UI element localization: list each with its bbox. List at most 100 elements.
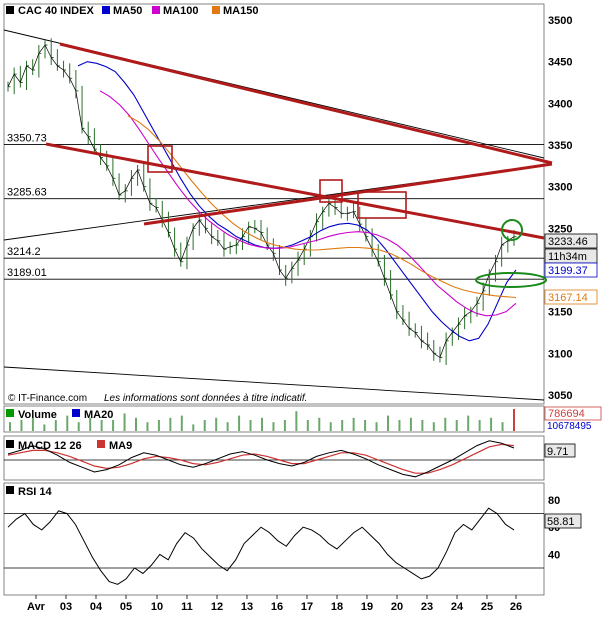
red-trendline-rising <box>143 162 553 226</box>
y-tick-label: 3350 <box>548 140 572 152</box>
volume-bar <box>318 417 321 431</box>
volume-bar <box>398 420 401 431</box>
legend-swatch-ma20 <box>72 409 80 417</box>
rsi-legend: RSI 14 <box>6 486 53 498</box>
volume-bar <box>306 420 309 431</box>
x-tick-label: 13 <box>241 601 253 613</box>
volume-bar <box>100 420 103 431</box>
volume-bar <box>375 422 378 431</box>
red-trendline-middle <box>45 142 545 240</box>
volume-bar <box>261 417 263 431</box>
main-chart-layer: 3500345034003350330032503200315031003050… <box>3 15 598 402</box>
volume-bar <box>123 413 126 431</box>
y-tick-label: 3250 <box>548 223 572 235</box>
legend-swatch-price <box>6 6 14 14</box>
y-tick-label: 3400 <box>548 98 572 110</box>
legend-swatch-macd <box>6 440 14 448</box>
y-tick-label: 3500 <box>548 15 572 27</box>
rsi-y-tick-label: 80 <box>548 495 560 507</box>
legend-swatch-ma150 <box>212 6 220 14</box>
level-label: 3285.63 <box>7 187 47 199</box>
volume-tag-box <box>544 406 602 421</box>
volume-bar <box>467 415 470 431</box>
legend-ma100: MA100 <box>163 5 198 17</box>
highlight-box <box>147 145 173 173</box>
x-tick-label: 25 <box>481 601 493 613</box>
level-label: 3214.2 <box>7 246 41 258</box>
legend-rsi: RSI 14 <box>18 486 53 498</box>
highlight-box <box>357 191 407 219</box>
x-tick-label: 11 <box>181 601 193 613</box>
volume-legend: Volume MA20 <box>6 409 113 421</box>
price-tag <box>544 233 598 249</box>
macd-legend: MACD 12 26 MA9 <box>6 440 132 452</box>
price-tag-label: 11h34m <box>548 251 587 263</box>
price-line <box>7 44 515 359</box>
volume-tag-label: 786694 <box>548 408 585 420</box>
volume-bar <box>501 422 504 431</box>
rsi-panel-frame <box>3 482 545 596</box>
main-legend: CAC 40 INDEX MA50 MA100 MA150 <box>6 5 258 17</box>
highlight-circle <box>501 219 523 241</box>
level-label: 3189.01 <box>7 267 47 279</box>
price-tag <box>544 289 598 305</box>
rsi-tag-box <box>544 513 582 529</box>
volume-bar <box>341 420 344 431</box>
legend-volume: Volume <box>18 409 57 421</box>
volume-bar <box>180 415 183 431</box>
macd-line <box>7 440 515 478</box>
x-tick-label: Avr <box>27 601 46 613</box>
price-tag <box>544 262 598 278</box>
legend-swatch-ma100 <box>152 6 160 14</box>
rsi-chart-layer: 80604058.81Avr03040510111213161718192023… <box>4 495 582 613</box>
y-tick-label: 3300 <box>548 182 572 194</box>
volume-bar <box>9 422 11 431</box>
macd-tag-box <box>544 443 576 458</box>
x-tick-label: 16 <box>271 601 283 613</box>
long-trendline-lower <box>3 366 545 401</box>
footer-disclaimer: Les informations sont données à titre in… <box>104 393 307 404</box>
volume-bar <box>192 424 195 431</box>
volume-bar <box>112 420 115 431</box>
highlight-box <box>319 179 343 203</box>
x-tick-label: 24 <box>451 601 464 613</box>
volume-bar <box>77 422 80 431</box>
volume-bar <box>421 420 424 431</box>
rsi-line <box>7 507 515 585</box>
volume-bar <box>513 409 515 431</box>
x-tick-label: 26 <box>510 601 522 613</box>
volume-bar <box>157 420 160 431</box>
legend-ma9: MA9 <box>109 440 132 452</box>
macd-chart-layer: 9.71 <box>4 440 576 478</box>
price-tag-label: 3167.14 <box>548 292 588 304</box>
y-tick-label: 3100 <box>548 348 572 360</box>
volume-bar <box>203 420 206 431</box>
x-tick-label: 23 <box>421 601 433 613</box>
x-tick-label: 12 <box>211 601 223 613</box>
volume-bar <box>432 422 435 431</box>
volume-bar <box>444 417 447 431</box>
rsi-tag-label: 58.81 <box>547 516 575 528</box>
legend-swatch-ma9 <box>97 440 105 448</box>
macd-tag-label: 9.71 <box>547 446 568 458</box>
y-tick-label: 3050 <box>548 390 572 402</box>
level-label: 3350.73 <box>7 132 47 144</box>
volume-bar <box>455 420 458 431</box>
macd-signal-line <box>7 443 515 474</box>
x-tick-label: 20 <box>391 601 403 613</box>
price-tag-label: 3233.46 <box>548 236 588 248</box>
volume-bar <box>43 424 46 431</box>
legend-ma150: MA150 <box>223 5 258 17</box>
x-tick-label: 10 <box>151 601 163 613</box>
volume-bar <box>89 417 92 431</box>
x-tick-label: 18 <box>331 601 343 613</box>
volume-bar <box>238 415 241 431</box>
ma100-line <box>99 90 517 317</box>
legend-ma20: MA20 <box>84 409 113 421</box>
volume-bar <box>135 417 137 431</box>
volume-bar <box>169 417 172 431</box>
x-tick-label: 19 <box>361 601 373 613</box>
legend-swatch-rsi <box>6 486 14 494</box>
volume-bar <box>226 422 229 431</box>
legend-ma50: MA50 <box>113 5 142 17</box>
